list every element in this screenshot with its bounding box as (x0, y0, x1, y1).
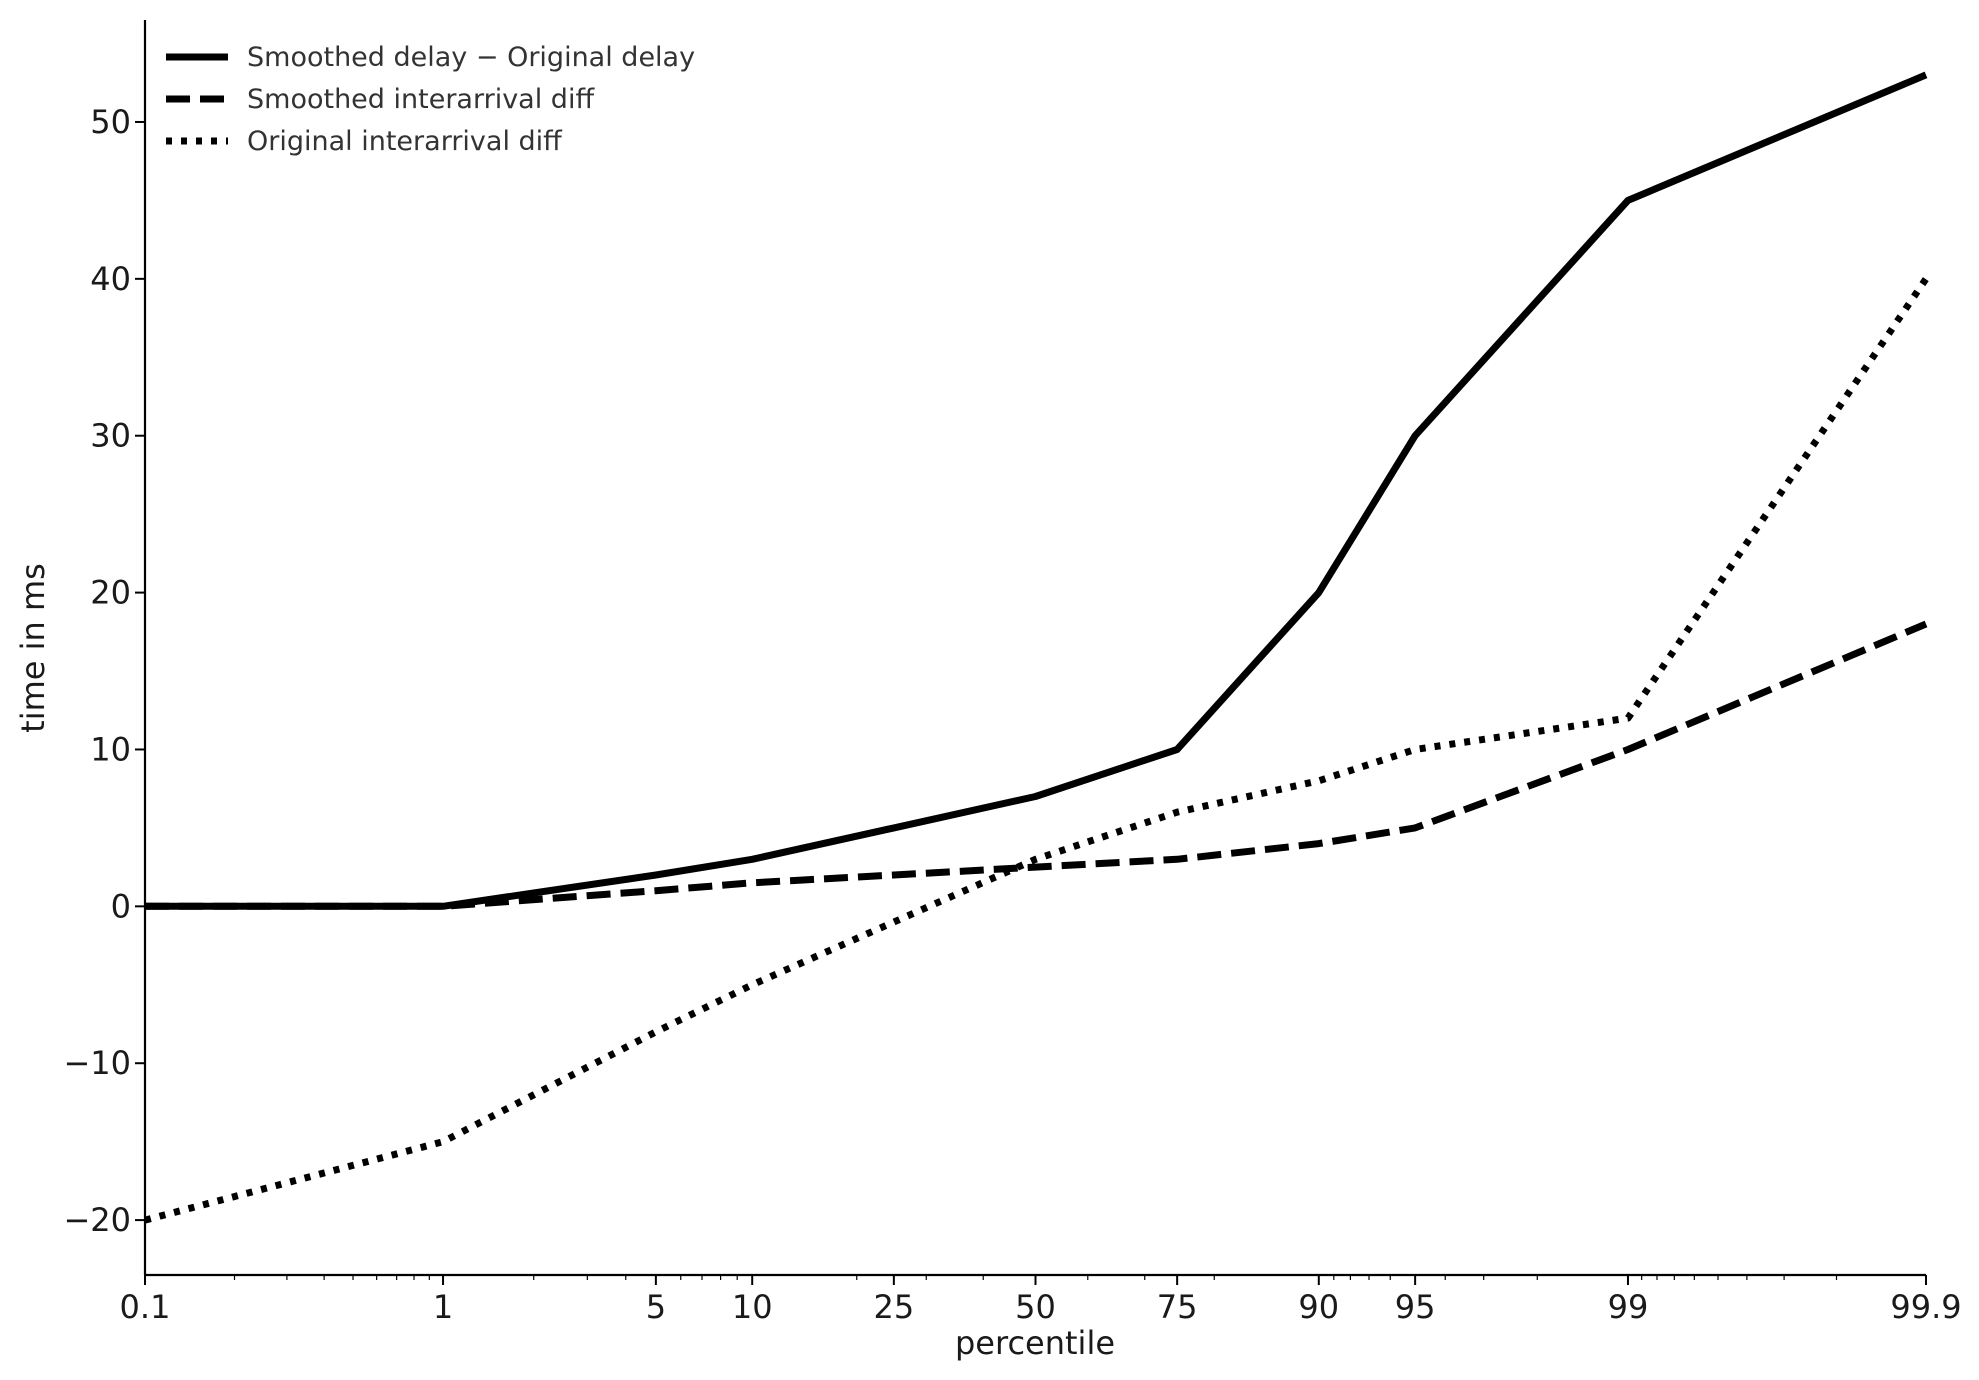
series-line-2 (145, 620, 1928, 910)
x-tick-label: 75 (1157, 1288, 1198, 1326)
legend-label: Original interarrival diff (247, 126, 563, 157)
y-tick-label: 20 (90, 574, 131, 612)
x-tick-label: 5 (646, 1288, 666, 1326)
legend-label: Smoothed interarrival diff (247, 84, 595, 115)
y-tick-label: 30 (90, 417, 131, 455)
x-tick-label: 10 (732, 1288, 773, 1326)
chart-legend: Smoothed delay − Original delay Smoothed … (166, 42, 695, 157)
y-tick-label: 10 (90, 730, 131, 768)
y-tick-label: 50 (90, 103, 131, 141)
x-tick-label: 25 (873, 1288, 914, 1326)
x-axis-label: percentile (955, 1324, 1115, 1362)
y-axis-label: time in ms (14, 563, 52, 733)
x-tick-label: 95 (1395, 1288, 1436, 1326)
x-axis-ticks: 0.1 1 5 10 25 50 75 90 95 99 99.9 (120, 1275, 1962, 1326)
y-tick-label: −20 (63, 1201, 131, 1239)
y-tick-label: 0 (111, 887, 131, 925)
series-line-3 (144, 276, 1929, 1224)
x-tick-label: 99 (1608, 1288, 1649, 1326)
x-tick-label: 90 (1298, 1288, 1339, 1326)
chart-axes (143, 20, 1926, 1277)
x-tick-label: 99.9 (1890, 1288, 1961, 1326)
x-tick-label: 1 (433, 1288, 453, 1326)
y-axis-ticks: −20 −10 0 10 20 30 40 50 (63, 103, 145, 1239)
series-line-1 (145, 71, 1928, 910)
y-tick-label: −10 (63, 1044, 131, 1082)
series-layer (144, 71, 1929, 1224)
y-tick-label: 40 (90, 260, 131, 298)
x-tick-label: 0.1 (120, 1288, 171, 1326)
x-tick-label: 50 (1015, 1288, 1056, 1326)
legend-label: Smoothed delay − Original delay (247, 42, 695, 73)
